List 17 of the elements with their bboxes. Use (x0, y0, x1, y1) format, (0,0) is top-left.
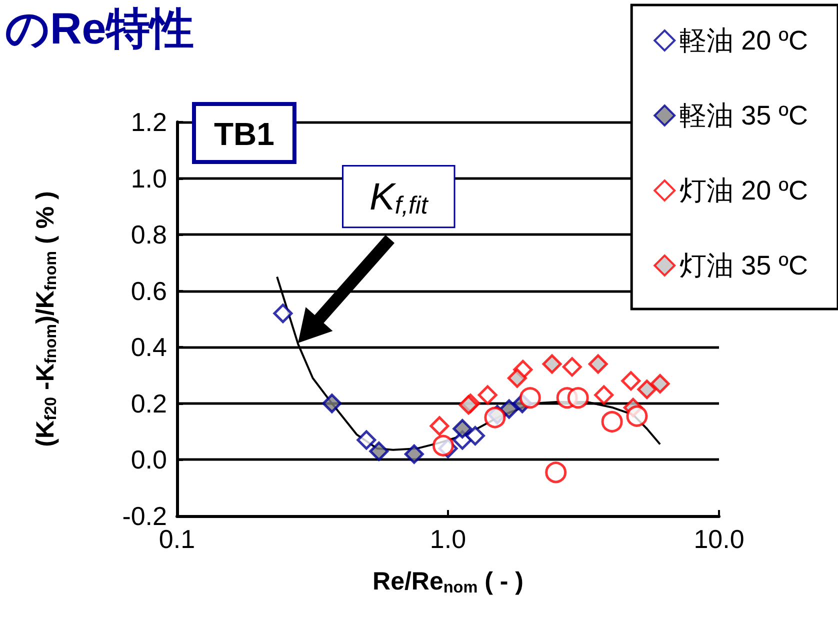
legend-label: 灯油 20 ºC (680, 176, 808, 206)
x-tick-label: 1.0 (430, 524, 466, 554)
legend-label: 灯油 35 ºC (680, 250, 808, 280)
annotation: TB1 (214, 116, 274, 152)
y-axis-title: (Kf20 -Kfnom)/Kfnom ( % ) (31, 191, 60, 447)
legend-label: 軽油 20 ºC (680, 26, 808, 56)
y-tick-label: 0.4 (130, 332, 167, 362)
y-tick-label: 0.6 (130, 276, 167, 306)
x-tick-label: 10.0 (694, 524, 744, 554)
y-tick-label: 1.2 (130, 107, 167, 137)
y-tick-label: 0.0 (130, 444, 167, 475)
y-tick-label: 1.0 (130, 163, 167, 194)
legend-label: 軽油 35 ºC (680, 100, 808, 130)
chart-title: のRe特性 (5, 4, 194, 54)
y-tick-label: 0.2 (130, 388, 167, 418)
x-axis-title: Re/Renom ( - ) (372, 568, 524, 596)
y-tick-label: 0.8 (130, 220, 167, 250)
